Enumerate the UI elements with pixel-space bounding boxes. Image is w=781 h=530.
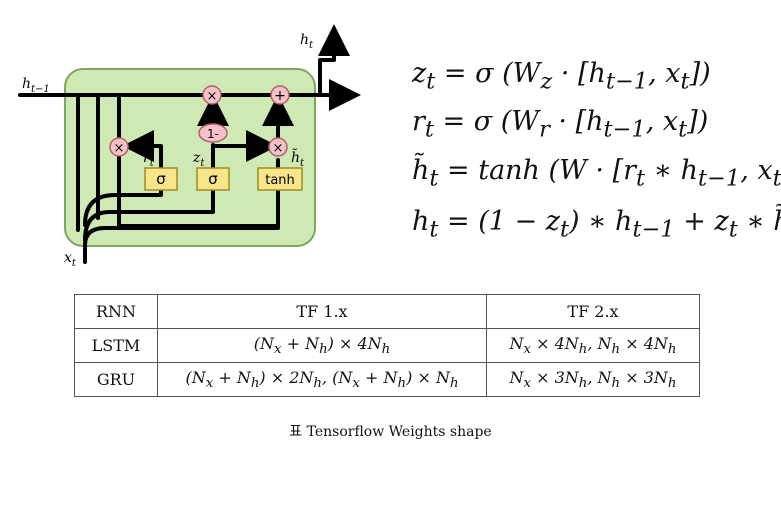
table-cell: GRU bbox=[74, 362, 158, 397]
data-flow-lines bbox=[18, 24, 361, 264]
gate-tanh: tanh bbox=[257, 167, 303, 191]
svg-text:σ: σ bbox=[156, 170, 166, 188]
equation-reset-gate: rt = σ (Wr · [ht−1, xt]) bbox=[412, 106, 709, 143]
header-cell: TF 1.x bbox=[157, 294, 487, 329]
svg-text:×: × bbox=[273, 141, 284, 156]
node-one-minus: 1- bbox=[198, 123, 228, 143]
table-cell: (Nx + Nh) × 2Nh, (Nx + Nh) × Nh bbox=[157, 362, 487, 397]
svg-text:×: × bbox=[114, 141, 125, 156]
svg-text:1-: 1- bbox=[207, 127, 219, 141]
gate-sigma-update: σ bbox=[196, 167, 230, 191]
header-cell: TF 2.x bbox=[486, 294, 700, 329]
gru-cell-diagram: × × + 1- × σ σ tanh ht−1 ht xt rt zt h̃t bbox=[18, 24, 361, 269]
node-plus: + bbox=[270, 85, 290, 105]
table-cell: Nx × 3Nh, Nh × 3Nh bbox=[486, 362, 700, 397]
label-h-tilde: h̃t bbox=[291, 148, 305, 169]
label-x-in: xt bbox=[64, 250, 77, 269]
svg-text:σ: σ bbox=[208, 170, 218, 188]
table-caption: 표 Tensorflow Weights shape bbox=[289, 424, 492, 440]
table-header-row: RNN TF 1.x TF 2.x bbox=[74, 294, 700, 329]
label-r: rt bbox=[143, 150, 155, 169]
equation-hidden-state: ht = (1 − zt) ∗ ht−1 + zt ∗ h̃t bbox=[412, 206, 781, 243]
table-cell: Nx × 4Nh, Nh × 4Nh bbox=[486, 328, 700, 363]
svg-text:+: + bbox=[274, 88, 286, 104]
table-row: LSTM (Nx + Nh) × 4Nh Nx × 4Nh, Nh × 4Nh bbox=[74, 328, 700, 363]
table-row: GRU (Nx + Nh) × 2Nh, (Nx + Nh) × Nh Nx ×… bbox=[74, 362, 700, 397]
header-cell: RNN bbox=[74, 294, 158, 329]
equation-candidate: h̃t = tanh (W · [rt ∗ ht−1, xt]) bbox=[412, 155, 781, 192]
svg-text:×: × bbox=[207, 89, 218, 104]
node-mul-candidate: × bbox=[268, 137, 288, 157]
table-cell: (Nx + Nh) × 4Nh bbox=[157, 328, 487, 363]
cell-box bbox=[64, 68, 316, 247]
svg-text:tanh: tanh bbox=[265, 173, 295, 188]
equation-update-gate: zt = σ (Wz · [ht−1, xt]) bbox=[412, 58, 711, 95]
node-mul-update: × bbox=[202, 85, 222, 105]
table-cell: LSTM bbox=[74, 328, 158, 363]
label-h-out: ht bbox=[300, 32, 314, 51]
label-h-prev: ht−1 bbox=[22, 76, 50, 95]
gate-sigma-reset: σ bbox=[144, 167, 178, 191]
weights-shape-table: RNN TF 1.x TF 2.x LSTM (Nx + Nh) × 4Nh N… bbox=[74, 294, 700, 397]
label-z: zt bbox=[192, 150, 205, 169]
node-mul-reset: × bbox=[109, 137, 129, 157]
